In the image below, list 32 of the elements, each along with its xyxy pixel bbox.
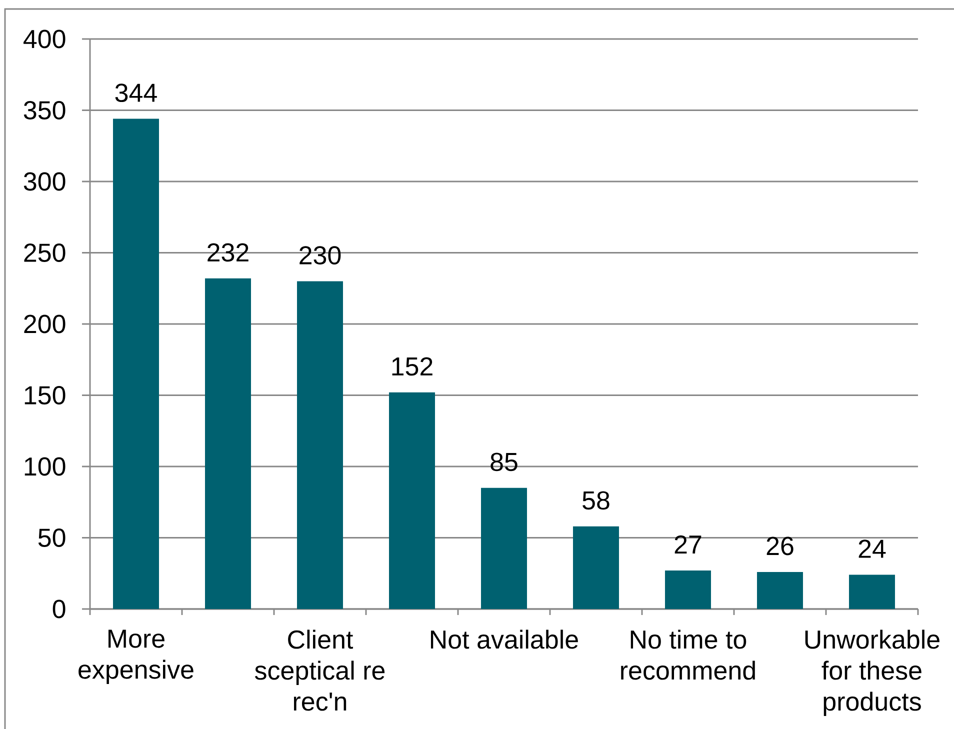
bar bbox=[664, 570, 711, 609]
data-label: 27 bbox=[674, 535, 702, 554]
x-tick-label: More expensive bbox=[78, 630, 194, 684]
bar bbox=[756, 572, 803, 609]
bar bbox=[297, 281, 343, 609]
data-label: 58 bbox=[582, 491, 610, 510]
y-tick-label: 250 bbox=[24, 244, 66, 262]
x-tick-label: No time to recommend bbox=[621, 630, 755, 680]
x-tick-label: Client sceptical re rec'n bbox=[254, 630, 385, 711]
bar bbox=[205, 278, 251, 609]
data-label: 344 bbox=[115, 84, 157, 102]
y-tick-label: 350 bbox=[24, 101, 66, 120]
data-label: 230 bbox=[300, 246, 341, 264]
data-label: 85 bbox=[490, 452, 518, 472]
data-label: 152 bbox=[392, 357, 432, 376]
bar bbox=[481, 488, 527, 609]
data-label: 24 bbox=[858, 540, 886, 558]
data-label: 232 bbox=[208, 243, 248, 262]
y-tick-label: 150 bbox=[24, 386, 66, 404]
bar bbox=[848, 574, 895, 609]
x-tick-label: Unworkable for these products bbox=[805, 630, 940, 716]
data-label: 26 bbox=[766, 536, 794, 556]
bar bbox=[113, 118, 159, 609]
y-tick-label: 0 bbox=[52, 600, 66, 618]
y-tick-label: 300 bbox=[24, 172, 66, 191]
y-tick-label: 50 bbox=[38, 528, 66, 547]
bar bbox=[389, 392, 435, 609]
y-tick-label: 100 bbox=[24, 457, 66, 476]
x-tick-label: Not available bbox=[430, 630, 578, 649]
y-tick-label: 400 bbox=[24, 30, 66, 48]
y-tick-label: 200 bbox=[24, 314, 66, 334]
bar bbox=[573, 526, 619, 609]
